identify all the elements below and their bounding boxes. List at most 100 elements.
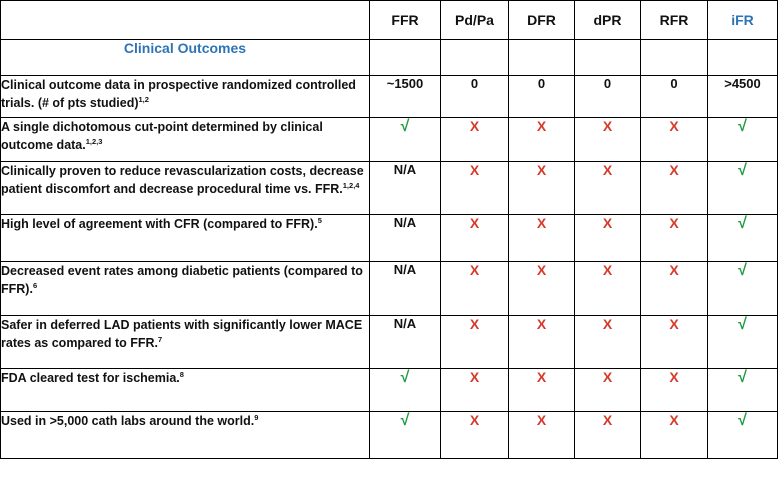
criterion-text: Used in >5,000 cath labs around the worl… <box>1 414 255 428</box>
value-cell: X <box>640 117 708 162</box>
criterion-cell: Used in >5,000 cath labs around the worl… <box>0 411 370 459</box>
value-text: N/A <box>393 262 417 278</box>
value-cell: 0 <box>508 75 575 118</box>
column-header-ifr: iFR <box>707 0 778 40</box>
section-empty-cell <box>369 39 441 76</box>
value-cell: X <box>508 214 575 262</box>
value-cell: √ <box>707 261 778 316</box>
value-cell: X <box>640 161 708 215</box>
value-cell: X <box>440 117 509 162</box>
value-cell: >4500 <box>707 75 778 118</box>
criterion-cell: Decreased event rates among diabetic pat… <box>0 261 370 316</box>
value-cell: 0 <box>440 75 509 118</box>
section-empty-cell <box>707 39 778 76</box>
cross-mark-icon: X <box>469 369 480 386</box>
cross-mark-icon: X <box>469 162 480 179</box>
value-text: 0 <box>470 76 479 92</box>
criterion-text: Decreased event rates among diabetic pat… <box>1 264 363 296</box>
criterion-text: High level of agreement with CFR (compar… <box>1 217 318 231</box>
cross-mark-icon: X <box>536 369 547 386</box>
value-cell: X <box>440 368 509 412</box>
criterion-text: Clinical outcome data in prospective ran… <box>1 78 356 110</box>
value-cell: ~1500 <box>369 75 441 118</box>
value-cell: √ <box>369 368 441 412</box>
cross-mark-icon: X <box>602 262 613 279</box>
table-row: Clinically proven to reduce revasculariz… <box>0 161 778 215</box>
cross-mark-icon: X <box>469 316 480 333</box>
value-cell: 0 <box>640 75 708 118</box>
value-cell: X <box>640 214 708 262</box>
value-cell: X <box>574 368 641 412</box>
cross-mark-icon: X <box>536 118 547 135</box>
cross-mark-icon: X <box>602 369 613 386</box>
value-cell: X <box>508 315 575 369</box>
checkmark-icon: √ <box>400 412 410 430</box>
table-row: FDA cleared test for ischemia.8 √ X X X X √ <box>0 368 778 412</box>
header-blank-cell <box>0 0 370 40</box>
value-cell: X <box>574 117 641 162</box>
section-empty-cell <box>508 39 575 76</box>
table-row: A single dichotomous cut-point determine… <box>0 117 778 162</box>
cross-mark-icon: X <box>669 118 679 135</box>
criterion-text: A single dichotomous cut-point determine… <box>1 120 323 152</box>
cross-mark-icon: X <box>669 316 679 333</box>
cross-mark-icon: X <box>469 262 480 279</box>
value-cell: X <box>640 261 708 316</box>
table-row: Clinical outcome data in prospective ran… <box>0 75 778 118</box>
cross-mark-icon: X <box>469 215 480 232</box>
value-cell: X <box>508 411 575 459</box>
cross-mark-icon: X <box>669 215 679 232</box>
checkmark-icon: √ <box>738 162 747 180</box>
value-cell: X <box>440 315 509 369</box>
table-row: High level of agreement with CFR (compar… <box>0 214 778 262</box>
cross-mark-icon: X <box>669 369 679 386</box>
table-row: Safer in deferred LAD patients with sign… <box>0 315 778 369</box>
table-row: Used in >5,000 cath labs around the worl… <box>0 411 778 459</box>
reference-superscript: 7 <box>158 334 163 344</box>
value-cell: X <box>574 315 641 369</box>
value-cell: X <box>508 368 575 412</box>
reference-superscript: 9 <box>254 412 259 422</box>
value-text: 0 <box>537 76 546 92</box>
value-cell: 0 <box>574 75 641 118</box>
value-cell: N/A <box>369 161 441 215</box>
checkmark-icon: √ <box>738 215 747 233</box>
value-cell: X <box>440 214 509 262</box>
checkmark-icon: √ <box>738 412 747 430</box>
column-header-dpr: dPR <box>574 0 641 40</box>
value-cell: X <box>640 411 708 459</box>
value-cell: √ <box>707 161 778 215</box>
reference-superscript: 5 <box>317 215 322 225</box>
cross-mark-icon: X <box>469 412 480 429</box>
checkmark-icon: √ <box>400 118 410 136</box>
value-text: N/A <box>393 162 417 178</box>
checkmark-icon: √ <box>738 262 747 280</box>
value-cell: X <box>574 214 641 262</box>
value-cell: X <box>440 261 509 316</box>
criterion-cell: Clinical outcome data in prospective ran… <box>0 75 370 118</box>
cross-mark-icon: X <box>602 118 613 135</box>
cross-mark-icon: X <box>536 162 547 179</box>
table-row: Decreased event rates among diabetic pat… <box>0 261 778 316</box>
cross-mark-icon: X <box>669 412 679 429</box>
cross-mark-icon: X <box>536 412 547 429</box>
value-cell: N/A <box>369 261 441 316</box>
section-row: Clinical Outcomes <box>0 39 778 76</box>
value-cell: √ <box>707 315 778 369</box>
cross-mark-icon: X <box>536 262 547 279</box>
column-header-pd-pa: Pd/Pa <box>440 0 509 40</box>
value-text: N/A <box>393 215 417 231</box>
criterion-text: FDA cleared test for ischemia. <box>1 371 180 385</box>
criterion-text: Clinically proven to reduce revasculariz… <box>1 164 364 196</box>
value-cell: X <box>574 261 641 316</box>
reference-superscript: 1,2 <box>138 94 149 104</box>
cross-mark-icon: X <box>469 118 480 135</box>
column-header-dfr: DFR <box>508 0 575 40</box>
column-header-ffr: FFR <box>369 0 441 40</box>
checkmark-icon: √ <box>400 369 410 387</box>
value-cell: X <box>440 411 509 459</box>
value-cell: X <box>640 315 708 369</box>
value-cell: √ <box>707 411 778 459</box>
checkmark-icon: √ <box>738 118 747 136</box>
criterion-cell: FDA cleared test for ischemia.8 <box>0 368 370 412</box>
